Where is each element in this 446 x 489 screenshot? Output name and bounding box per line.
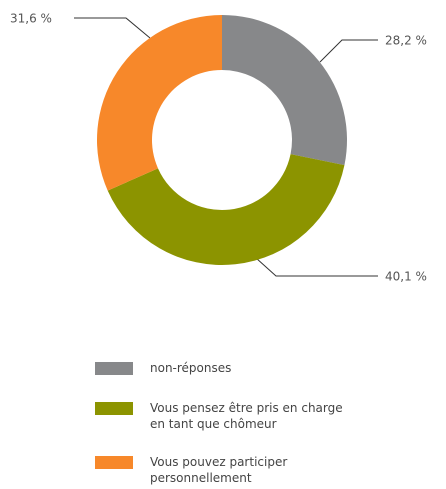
- leader-line: [74, 17, 151, 39]
- value-label: 40,1 %: [385, 270, 427, 284]
- value-label: 28,2 %: [385, 34, 427, 48]
- legend-label: non-réponses: [150, 361, 232, 375]
- donut-slice: [107, 154, 345, 266]
- leader-line: [319, 39, 378, 63]
- legend-item: non-réponses: [95, 360, 350, 376]
- legend-swatch: [95, 456, 133, 469]
- legend-item: Vous pensez être pris en charge en tant …: [95, 400, 350, 432]
- leader-line: [255, 257, 378, 277]
- donut-slice: [97, 15, 222, 191]
- value-label: 31,6 %: [10, 12, 52, 26]
- legend-swatch: [95, 362, 133, 375]
- legend-item: Vous pouvez participer personnellement: [95, 454, 350, 486]
- chart: 28,2 % 40,1 % 31,6 %: [10, 12, 427, 284]
- legend-label: Vous pouvez participer personnellement: [150, 455, 288, 485]
- legend-label: Vous pensez être pris en charge en tant …: [150, 401, 343, 431]
- donut-slice: [222, 15, 347, 166]
- legend-swatch: [95, 402, 133, 415]
